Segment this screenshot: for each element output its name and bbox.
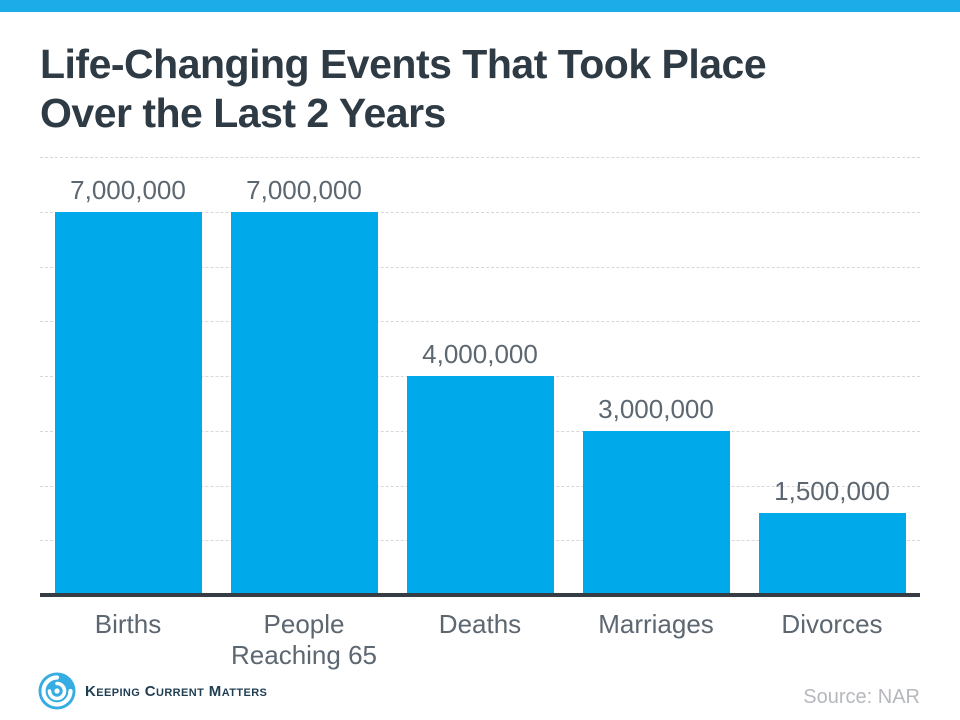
- source-note: Source: NAR: [803, 686, 920, 708]
- chart-title-line-2: Over the Last 2 Years: [40, 90, 446, 136]
- category-label: Marriages: [598, 609, 714, 639]
- gridline: [40, 266, 920, 268]
- category-label: Divorces: [781, 609, 883, 639]
- category-label: People Reaching 65: [231, 609, 377, 670]
- x-axis-baseline: [40, 593, 920, 597]
- category-label: Births: [94, 609, 162, 639]
- brand-name: Keeping Current Matters: [85, 682, 268, 700]
- bar: [230, 211, 378, 596]
- chart-title-line-1: Life-Changing Events That Took Place: [40, 41, 767, 87]
- gridline: [40, 157, 920, 158]
- category-label: Deaths: [438, 609, 522, 639]
- bar: [582, 430, 730, 596]
- top-accent-bar: [0, 0, 960, 12]
- bar-value-label: 4,000,000: [422, 339, 538, 369]
- bar-value-label: 7,000,000: [70, 174, 186, 205]
- kcm-logo: Keeping Current Matters: [38, 671, 267, 711]
- kcm-swirl-icon: [38, 672, 76, 710]
- bar-value-label: 3,000,000: [598, 393, 714, 424]
- bar: [406, 376, 554, 595]
- bar: [758, 512, 906, 595]
- gridline: [40, 211, 920, 213]
- bar: [54, 211, 202, 596]
- chart-title: Life-Changing Events That Took Place Over…: [40, 40, 920, 138]
- bar-value-label: 7,000,000: [246, 174, 362, 205]
- gridline: [40, 321, 920, 323]
- bar-value-label: 1,500,000: [774, 475, 890, 506]
